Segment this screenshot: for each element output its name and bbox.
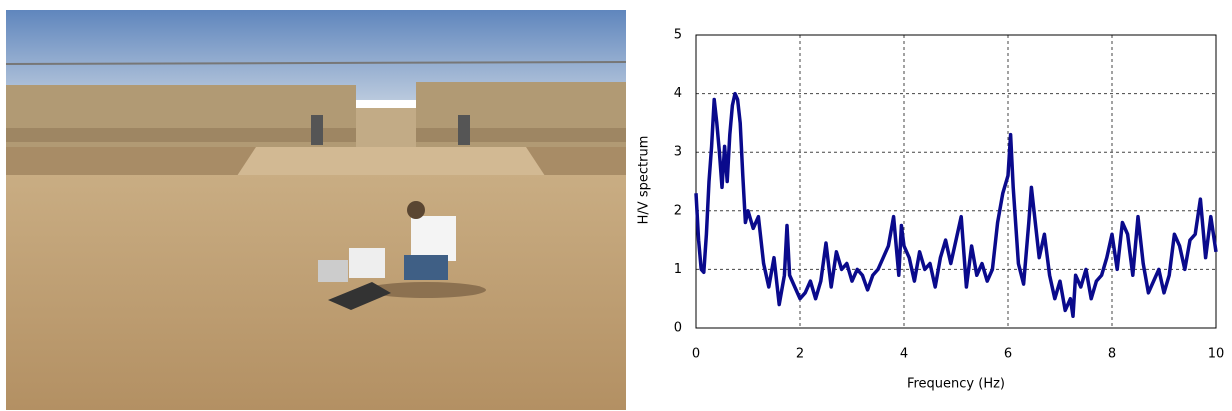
site-photo <box>6 10 626 410</box>
y-tick-label: 0 <box>674 321 682 336</box>
figure: H/V spectrum Frequency (Hz) 0 1 2 3 4 5 0 2 4 6 8 1… <box>0 0 1232 411</box>
x-tick-label: 2 <box>796 347 804 362</box>
x-axis-label: Frequency (Hz) <box>907 377 1005 392</box>
x-tick-label: 0 <box>692 347 700 362</box>
x-tick-label: 4 <box>900 347 908 362</box>
y-tick-label: 2 <box>674 203 682 218</box>
x-tick-label: 10 <box>1208 347 1225 362</box>
chart: H/V spectrum Frequency (Hz) 0 1 2 3 4 5 0 2 4 6 8 1… <box>632 0 1232 411</box>
y-tick-label: 5 <box>674 28 682 43</box>
x-tick-label: 6 <box>1004 347 1012 362</box>
y-tick-label: 1 <box>674 262 682 277</box>
plot-frame <box>696 35 1216 328</box>
y-tick-label: 4 <box>674 86 682 101</box>
y-tick-label: 3 <box>674 145 682 160</box>
x-tick-label: 8 <box>1108 347 1116 362</box>
y-axis-label: H/V spectrum <box>637 136 652 225</box>
line-series <box>696 94 1216 317</box>
